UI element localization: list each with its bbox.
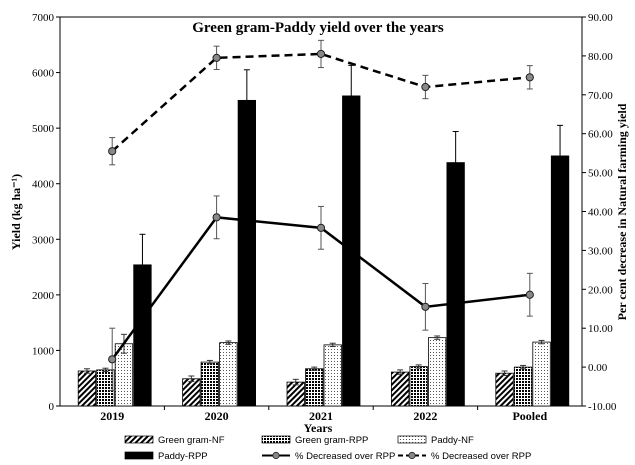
bar-dotted (532, 341, 551, 407)
legend-label: % Decreased over RPP (431, 451, 531, 462)
y2-tick-label: 50.00 (588, 168, 613, 180)
legend-swatch-solid-black (124, 451, 154, 460)
bar-diagonal-stripes (495, 372, 514, 407)
legend-label: Paddy-NF (431, 435, 474, 446)
bar-crosshatch (305, 368, 324, 407)
legend-label: Paddy-RPP (158, 451, 208, 462)
x-axis-title: Years (304, 421, 333, 435)
line-point (212, 213, 221, 222)
y2-tick-label: 10.00 (588, 323, 613, 335)
line-dashed (111, 52, 530, 153)
bar-diagonal-stripes (286, 381, 305, 407)
bar-solid-black (237, 99, 257, 407)
y-tick-label: 0 (49, 401, 55, 413)
line-point (108, 147, 117, 156)
bar-dotted (219, 342, 238, 407)
bar-diagonal-stripes (182, 378, 201, 407)
y-tick-label: 2000 (32, 290, 55, 302)
bar-diagonal-stripes (390, 371, 410, 407)
line-point (525, 73, 534, 82)
y-tick-label: 6000 (32, 68, 55, 80)
bar-diagonal-stripes (77, 370, 97, 407)
legend-marker (272, 451, 280, 460)
bar-crosshatch (200, 361, 220, 407)
axes-layer: 0 1000 2000 3000 4000 5000 6000 7000 -10.00 0.00 1… (32, 12, 617, 423)
chart-title: Green gram-Paddy yield over the years (192, 20, 444, 36)
line-point (212, 53, 221, 62)
legend-label: Green gram-RPP (295, 435, 368, 446)
y-tick-label: 4000 (32, 179, 55, 191)
y2-axis-title: Per cent decrease in Natural farming yie… (615, 103, 629, 320)
y2-tick-label: 20.00 (588, 284, 613, 296)
line-point (421, 82, 430, 92)
bar-crosshatch (409, 366, 428, 407)
y-tick-label: 1000 (32, 345, 55, 357)
bar-dotted (323, 344, 342, 407)
y2-tick-label: 70.00 (588, 90, 613, 102)
y2-tick-label: 80.00 (588, 51, 613, 63)
lines-layer (108, 39, 534, 391)
legend: Green gram-NF Green gram-RPP Paddy-NF Paddy… (124, 435, 531, 462)
x-tick-label: 2021 (309, 409, 333, 423)
y-tick-label: 7000 (32, 12, 55, 24)
line-point (108, 355, 117, 364)
legend-swatch-dotted (397, 435, 427, 444)
legend-label: % Decreased over RPP (295, 451, 395, 462)
line-point (316, 49, 326, 59)
x-tick-label: 2019 (100, 409, 124, 423)
bar-dotted (427, 337, 447, 407)
legend-swatch-diagonal-stripes (124, 435, 154, 444)
y-axis-title: Yield (kg ha⁻¹) (9, 174, 23, 250)
x-tick-label: Pooled (512, 409, 547, 423)
y-tick-label: 5000 (32, 123, 55, 135)
y2-tick-label: 30.00 (588, 245, 613, 257)
bar-crosshatch (513, 366, 533, 407)
y-tick-label: 3000 (32, 234, 55, 246)
x-tick-label: 2022 (413, 409, 437, 423)
legend-swatch-crosshatch (261, 435, 291, 444)
x-tick-label: 2020 (205, 409, 229, 423)
line-point (525, 290, 534, 299)
bar-solid-black (446, 162, 465, 407)
bar-solid-black (550, 155, 570, 407)
y2-tick-label: 40.00 (588, 207, 613, 219)
y2-tick-label: 60.00 (588, 129, 613, 141)
bar-crosshatch (96, 369, 115, 407)
text-layer: Green gram-Paddy yield over the years Ye… (9, 20, 629, 435)
line-point (316, 223, 326, 232)
legend-marker (408, 451, 416, 460)
y2-tick-label: -10.00 (588, 401, 617, 413)
y2-tick-label: 0.00 (588, 362, 608, 374)
line-point (421, 302, 430, 311)
y2-tick-label: 90.00 (588, 12, 613, 24)
legend-label: Green gram-NF (158, 435, 225, 446)
